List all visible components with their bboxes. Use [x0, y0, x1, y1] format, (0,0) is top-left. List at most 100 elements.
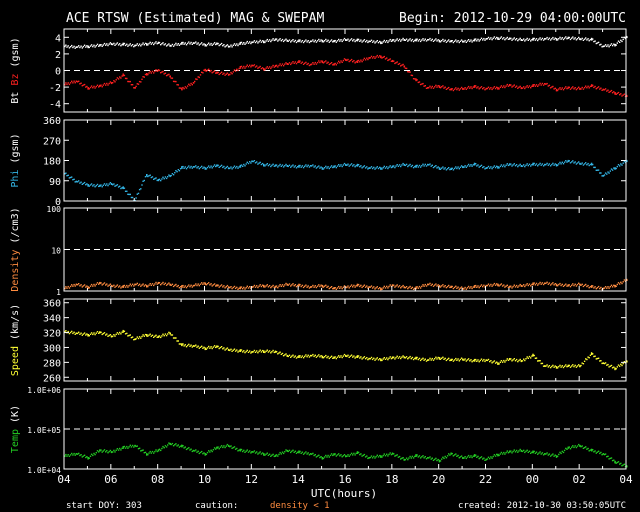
data-point-temp	[261, 452, 264, 454]
data-point-speed	[244, 351, 246, 354]
data-point-mag	[256, 40, 258, 42]
data-point-mag	[179, 43, 182, 45]
data-point-density	[119, 285, 121, 287]
data-point-temp	[162, 445, 164, 448]
data-point-mag	[568, 86, 570, 88]
data-point-phi	[581, 162, 583, 164]
data-point-phi	[544, 163, 546, 166]
data-point-phi	[205, 168, 208, 170]
data-point-phi	[489, 167, 491, 169]
data-point-mag	[540, 84, 542, 86]
data-point-density	[467, 285, 470, 288]
data-point-density	[124, 286, 127, 288]
data-point-phi	[575, 163, 578, 165]
data-point-temp	[208, 450, 210, 452]
data-point-temp	[179, 445, 182, 447]
data-point-phi	[176, 171, 178, 173]
data-point-mag	[87, 88, 89, 90]
data-point-density	[318, 284, 320, 286]
data-point-speed	[379, 358, 381, 360]
data-point-mag	[322, 62, 325, 64]
data-point-mag	[301, 61, 304, 63]
data-point-mag	[131, 44, 134, 46]
data-point-mag	[292, 39, 294, 41]
data-point-phi	[439, 168, 442, 170]
data-point-mag	[143, 44, 145, 46]
data-point-density	[82, 285, 85, 287]
data-point-density	[174, 284, 176, 287]
data-point-phi	[312, 164, 314, 166]
data-point-mag	[606, 90, 608, 92]
data-point-density	[99, 282, 101, 285]
data-point-mag	[592, 38, 594, 40]
data-point-temp	[154, 450, 156, 453]
data-point-mag	[555, 88, 558, 91]
data-point-mag	[94, 46, 96, 48]
data-point-mag	[110, 82, 113, 84]
data-point-speed	[533, 354, 535, 357]
data-point-density	[213, 283, 216, 285]
data-point-mag	[602, 88, 605, 91]
data-point-temp	[88, 457, 90, 459]
data-point-mag	[542, 84, 545, 86]
data-point-mag	[478, 88, 480, 90]
data-point-density	[412, 288, 415, 290]
data-point-mag	[122, 74, 125, 77]
data-point-speed	[259, 349, 261, 351]
data-point-mag	[252, 41, 254, 43]
data-point-speed	[604, 362, 607, 364]
data-point-mag	[92, 45, 94, 48]
data-point-mag	[498, 38, 500, 40]
data-point-temp	[501, 453, 504, 455]
data-point-temp	[434, 458, 436, 461]
data-point-speed	[278, 352, 280, 354]
data-point-density	[386, 285, 388, 288]
data-point-mag	[238, 43, 240, 45]
data-point-mag	[393, 39, 395, 41]
data-point-temp	[569, 448, 572, 450]
data-point-temp	[343, 454, 346, 456]
data-point-density	[381, 288, 383, 290]
data-point-mag	[133, 87, 135, 89]
data-point-density	[541, 282, 544, 284]
data-point-speed	[182, 343, 184, 345]
data-point-speed	[226, 347, 229, 349]
data-point-mag	[126, 43, 128, 45]
data-point-temp	[367, 457, 369, 460]
data-point-temp	[514, 451, 517, 453]
data-point-mag	[559, 87, 561, 89]
data-point-mag	[587, 38, 589, 40]
data-point-density	[590, 286, 593, 288]
data-point-phi	[164, 176, 167, 178]
data-point-mag	[165, 74, 168, 77]
data-point-mag	[443, 40, 445, 43]
data-point-speed	[282, 355, 285, 357]
data-point-density	[68, 287, 71, 289]
data-point-speed	[361, 358, 363, 360]
data-point-density	[117, 286, 120, 288]
data-point-temp	[535, 451, 538, 453]
data-point-mag	[211, 44, 213, 46]
data-point-mag	[106, 43, 108, 45]
data-point-mag	[181, 41, 183, 44]
data-point-mag	[158, 41, 161, 44]
data-point-temp	[398, 455, 401, 458]
data-point-phi	[160, 179, 162, 182]
data-point-phi	[249, 161, 251, 163]
data-point-mag	[504, 86, 506, 89]
data-point-phi	[380, 168, 382, 170]
data-point-mag	[411, 74, 414, 77]
data-point-density	[505, 285, 507, 287]
data-point-mag	[157, 42, 160, 44]
data-point-temp	[190, 448, 192, 450]
data-point-density	[270, 286, 272, 289]
data-point-mag	[450, 40, 452, 43]
data-point-phi	[215, 165, 217, 168]
data-point-speed	[144, 333, 147, 336]
data-point-mag	[312, 62, 314, 64]
data-point-mag	[601, 89, 603, 91]
data-point-speed	[261, 349, 264, 352]
data-point-phi	[108, 183, 110, 185]
data-point-speed	[451, 358, 453, 361]
